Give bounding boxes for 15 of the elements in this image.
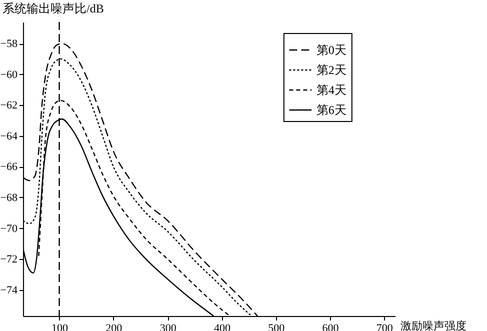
y-tick-label: −68 [0, 192, 18, 204]
legend-label: 第6天 [316, 103, 346, 117]
y-tick-label: −70 [0, 222, 18, 235]
y-tick-label: −72 [0, 254, 18, 266]
x-axis-title: 激励噪声强度 [400, 320, 466, 331]
y-tick-label: −74 [0, 284, 18, 296]
y-tick-label: −66 [0, 161, 18, 174]
y-tick-label: −64 [0, 130, 18, 142]
legend-label: 第2天 [316, 63, 346, 77]
y-tick-label: −58 [0, 38, 18, 50]
legend-label: 第0天 [316, 43, 346, 57]
y-tick-label: −62 [0, 100, 18, 112]
y-axis-title: 系统输出噪声比/dB [2, 2, 104, 16]
y-tick-label: −60 [0, 68, 18, 81]
legend-label: 第4天 [316, 83, 346, 97]
